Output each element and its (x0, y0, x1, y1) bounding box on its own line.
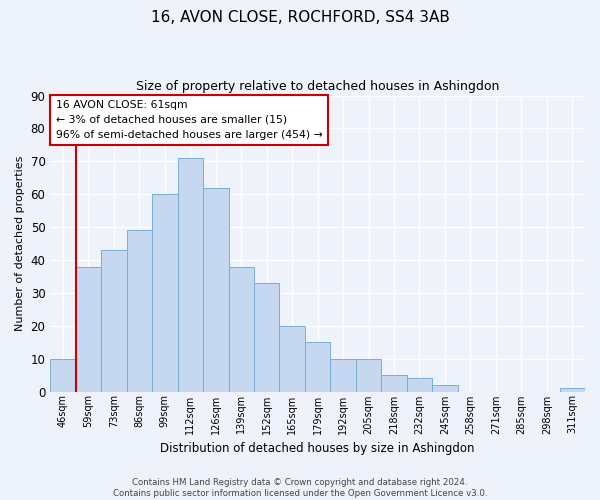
Text: 16, AVON CLOSE, ROCHFORD, SS4 3AB: 16, AVON CLOSE, ROCHFORD, SS4 3AB (151, 10, 449, 25)
Bar (229, 266, 254, 392)
Bar (76, 266, 101, 392)
Bar (101, 250, 127, 392)
Bar (305, 342, 331, 392)
Y-axis label: Number of detached properties: Number of detached properties (15, 156, 25, 331)
Title: Size of property relative to detached houses in Ashingdon: Size of property relative to detached ho… (136, 80, 499, 93)
Text: 16 AVON CLOSE: 61sqm
← 3% of detached houses are smaller (15)
96% of semi-detach: 16 AVON CLOSE: 61sqm ← 3% of detached ho… (56, 100, 322, 140)
Bar (127, 230, 152, 392)
Bar (203, 188, 229, 392)
X-axis label: Distribution of detached houses by size in Ashingdon: Distribution of detached houses by size … (160, 442, 475, 455)
Text: Contains HM Land Registry data © Crown copyright and database right 2024.
Contai: Contains HM Land Registry data © Crown c… (113, 478, 487, 498)
Bar (152, 194, 178, 392)
Bar (254, 283, 280, 392)
Bar (407, 378, 432, 392)
Bar (432, 385, 458, 392)
Bar (280, 326, 305, 392)
Bar (178, 158, 203, 392)
Bar (382, 375, 407, 392)
Bar (50, 358, 76, 392)
Bar (560, 388, 585, 392)
Bar (331, 358, 356, 392)
Bar (356, 358, 382, 392)
